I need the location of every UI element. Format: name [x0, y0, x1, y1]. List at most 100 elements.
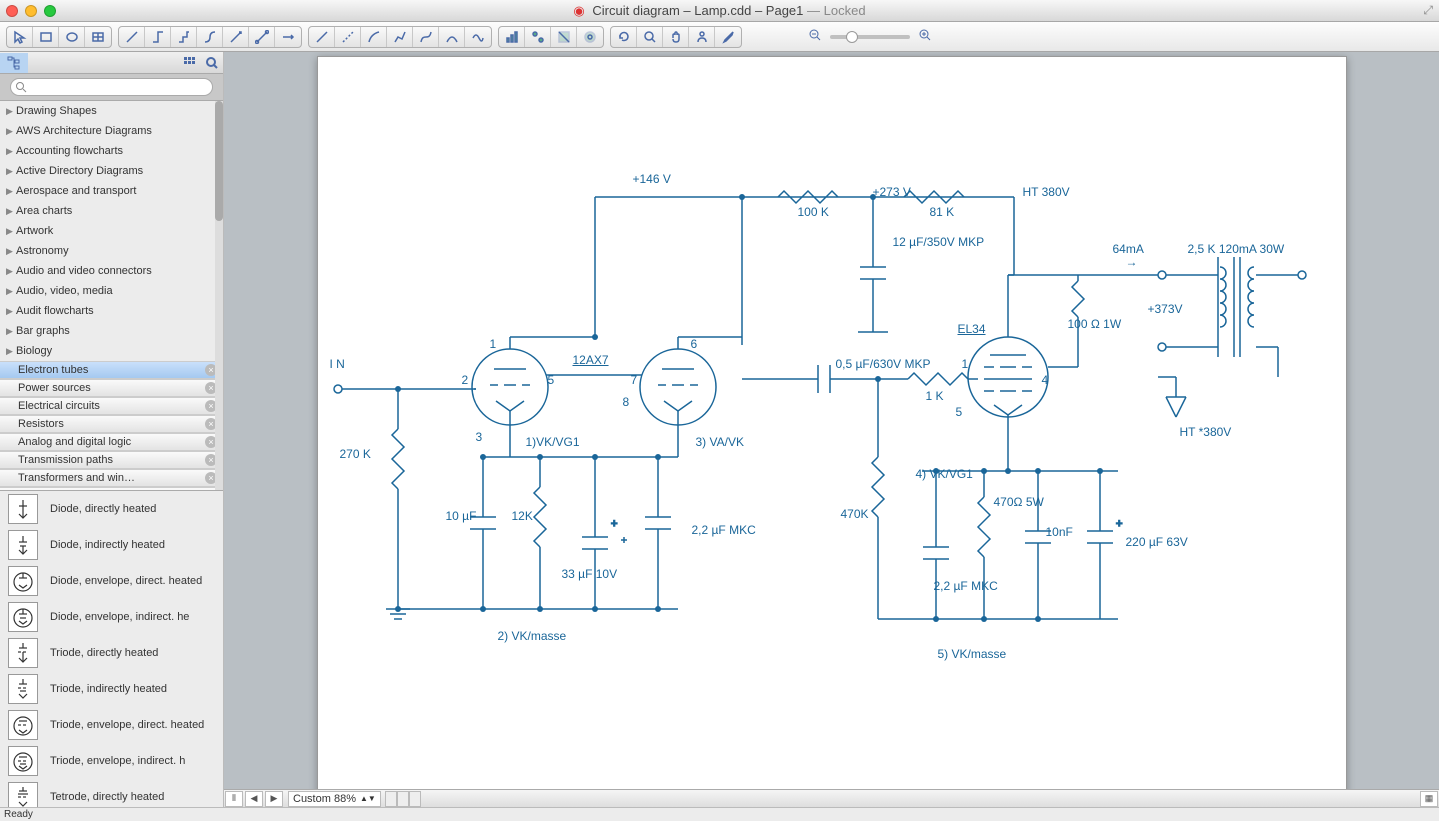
circuit-label: +273 V — [873, 185, 911, 199]
scrollbar-thumb[interactable] — [215, 101, 223, 221]
circuit-label: 1 — [962, 357, 969, 371]
pointer-tool[interactable] — [7, 27, 33, 47]
line-4[interactable] — [387, 27, 413, 47]
shape-label: Diode, envelope, indirect. he — [50, 611, 189, 623]
subcategory-row[interactable]: Analog and digital logic× — [0, 433, 223, 451]
category-row[interactable]: ▶Active Directory Diagrams — [0, 161, 223, 181]
drawing-page[interactable]: + — [317, 56, 1347, 789]
expand-arrow-icon: ▶ — [6, 266, 16, 277]
layout-mode-icon[interactable]: ▦ — [1420, 791, 1438, 807]
connector-2[interactable] — [145, 27, 171, 47]
table-tool[interactable] — [85, 27, 111, 47]
page-tab-1[interactable] — [385, 791, 397, 807]
category-row[interactable]: ▶AWS Architecture Diagrams — [0, 121, 223, 141]
chart-4[interactable] — [577, 27, 603, 47]
subcategory-row[interactable]: Transformers and win…× — [0, 469, 223, 487]
category-row[interactable]: ▶Accounting flowcharts — [0, 141, 223, 161]
shape-item[interactable]: Triode, directly heated — [0, 635, 223, 671]
subcategory-row[interactable]: Power sources× — [0, 379, 223, 397]
category-row[interactable]: ▶Biology — [0, 341, 223, 361]
eyedropper-tool[interactable] — [715, 27, 741, 47]
connector-4[interactable] — [197, 27, 223, 47]
category-row[interactable]: ▶Artwork — [0, 221, 223, 241]
category-row[interactable]: ▶Audio and video connectors — [0, 261, 223, 281]
chart-3[interactable] — [551, 27, 577, 47]
window-title: ◉ Circuit diagram – Lamp.cdd – Page1 — L… — [0, 3, 1439, 19]
category-row[interactable]: ▶Audit flowcharts — [0, 301, 223, 321]
minimize-icon[interactable] — [25, 5, 37, 17]
chart-1[interactable] — [499, 27, 525, 47]
subcategory-row[interactable]: Electron tubes× — [0, 361, 223, 379]
rect-tool[interactable] — [33, 27, 59, 47]
shape-item[interactable]: Diode, envelope, direct. heated — [0, 563, 223, 599]
page-navigation-bar: ⦀ ◀ ▶ Custom 88% ▲▼ ▦ — [224, 789, 1439, 807]
circuit-label: 1 — [490, 337, 497, 351]
page-tab-3[interactable] — [409, 791, 421, 807]
shape-thumbnail — [8, 566, 38, 596]
circuit-label: 7 — [631, 373, 638, 387]
category-row[interactable]: ▶Audio, video, media — [0, 281, 223, 301]
zoom-out-icon[interactable] — [808, 28, 822, 45]
refresh-tool[interactable] — [611, 27, 637, 47]
zoom-slider[interactable] — [830, 35, 910, 39]
canvas-scroll[interactable]: + — [224, 52, 1439, 789]
shape-item[interactable]: Triode, indirectly heated — [0, 671, 223, 707]
connector-3[interactable] — [171, 27, 197, 47]
subcategory-row[interactable]: Maintenance× — [0, 487, 223, 491]
zoom-in-icon[interactable] — [918, 28, 932, 45]
shape-item[interactable]: Diode, envelope, indirect. he — [0, 599, 223, 635]
connector-7[interactable] — [275, 27, 301, 47]
fullscreen-icon[interactable]: ⤢ — [1423, 3, 1433, 18]
search-tab-icon[interactable] — [201, 56, 223, 70]
search-input[interactable] — [10, 78, 213, 96]
subcategory-row[interactable]: Electrical circuits× — [0, 397, 223, 415]
scroll-config-icon[interactable]: ⦀ — [225, 791, 243, 807]
shape-item[interactable]: Diode, directly heated — [0, 491, 223, 527]
line-7[interactable] — [465, 27, 491, 47]
shape-item[interactable]: Triode, envelope, indirect. h — [0, 743, 223, 779]
next-page-button[interactable]: ▶ — [265, 791, 283, 807]
subcategory-row[interactable]: Resistors× — [0, 415, 223, 433]
zoom-icon[interactable] — [44, 5, 56, 17]
category-row[interactable]: ▶Bar graphs — [0, 321, 223, 341]
category-label: Astronomy — [16, 245, 69, 257]
circuit-label: 2,2 µF MKC — [692, 523, 752, 537]
prev-page-button[interactable]: ◀ — [245, 791, 263, 807]
category-row[interactable]: ▶Astronomy — [0, 241, 223, 261]
zoom-select[interactable]: Custom 88% ▲▼ — [288, 791, 381, 807]
subcategory-row[interactable]: Transmission paths× — [0, 451, 223, 469]
line-6[interactable] — [439, 27, 465, 47]
shape-item[interactable]: Diode, indirectly heated — [0, 527, 223, 563]
canvas-area: + — [224, 52, 1439, 807]
page-tab-2[interactable] — [397, 791, 409, 807]
expand-arrow-icon: ▶ — [6, 166, 16, 177]
connector-5[interactable] — [223, 27, 249, 47]
category-row[interactable]: ▶Drawing Shapes — [0, 101, 223, 121]
magnifier-tool[interactable] — [637, 27, 663, 47]
hand-tool[interactable] — [663, 27, 689, 47]
connector-1[interactable] — [119, 27, 145, 47]
line-3[interactable] — [361, 27, 387, 47]
chart-2[interactable] — [525, 27, 551, 47]
shape-item[interactable]: Triode, envelope, direct. heated — [0, 707, 223, 743]
category-row[interactable]: ▶Aerospace and transport — [0, 181, 223, 201]
grid-view-icon[interactable] — [179, 57, 201, 69]
line-2[interactable] — [335, 27, 361, 47]
tab-tree-icon[interactable] — [0, 53, 28, 73]
zoom-label: Custom 88% — [293, 793, 356, 805]
zoom-slider-thumb[interactable] — [846, 31, 858, 43]
expand-arrow-icon: ▶ — [6, 306, 16, 317]
line-5[interactable] — [413, 27, 439, 47]
category-row[interactable]: ▶Area charts — [0, 201, 223, 221]
person-tool[interactable] — [689, 27, 715, 47]
ellipse-tool[interactable] — [59, 27, 85, 47]
category-label: Drawing Shapes — [16, 105, 97, 117]
close-icon[interactable]: × — [205, 490, 217, 491]
circuit-label: 6 — [691, 337, 698, 351]
connector-6[interactable] — [249, 27, 275, 47]
close-icon[interactable] — [6, 5, 18, 17]
shape-item[interactable]: Tetrode, directly heated — [0, 779, 223, 807]
circuit-label: 100 K — [798, 205, 829, 219]
line-1[interactable] — [309, 27, 335, 47]
locked-label: — Locked — [807, 3, 866, 18]
